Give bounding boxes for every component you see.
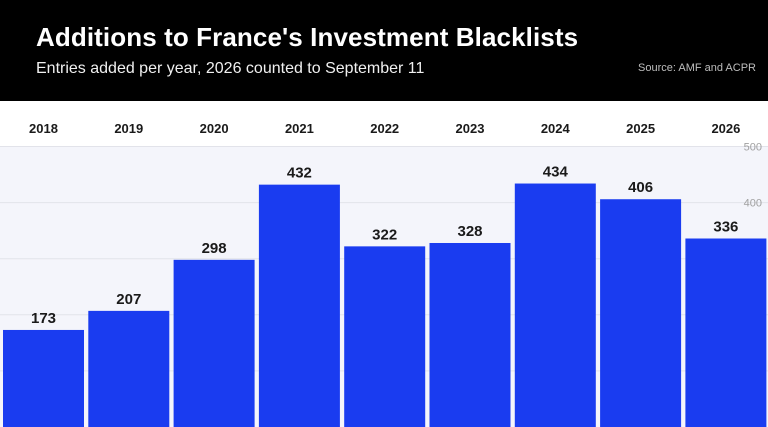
year-axis-band: [0, 101, 768, 146]
chart-subtitle: Entries added per year, 2026 counted to …: [36, 60, 425, 77]
x-tick-label-2023: 2023: [456, 121, 485, 136]
x-tick-label-2024: 2024: [541, 121, 571, 136]
bar-2020: [173, 259, 255, 427]
x-tick-label-2019: 2019: [114, 121, 143, 136]
bar-2026: [685, 238, 767, 427]
chart-title: Additions to France's Investment Blackli…: [36, 22, 579, 52]
bar-2022: [344, 246, 426, 427]
x-tick-label-2026: 2026: [711, 121, 740, 136]
y-tick-label-400: 400: [744, 198, 762, 210]
y-tick-label-500: 500: [744, 142, 762, 154]
value-label-2018: 173: [31, 310, 56, 327]
value-label-2022: 322: [372, 226, 397, 243]
x-tick-label-2025: 2025: [626, 121, 655, 136]
value-label-2019: 207: [116, 291, 141, 308]
bar-2024: [514, 183, 596, 427]
bar-2018: [3, 329, 84, 427]
bar-2023: [429, 242, 511, 427]
x-tick-label-2022: 2022: [370, 121, 399, 136]
value-label-2023: 328: [457, 223, 482, 240]
value-label-2026: 336: [713, 219, 738, 236]
value-label-2024: 434: [543, 164, 569, 181]
bar-2019: [88, 310, 170, 427]
value-label-2021: 432: [287, 165, 312, 182]
x-tick-label-2021: 2021: [285, 121, 314, 136]
value-label-2025: 406: [628, 179, 653, 196]
bar-2021: [258, 184, 340, 427]
chart-source: Source: AMF and ACPR: [638, 62, 756, 74]
x-tick-label-2020: 2020: [200, 121, 229, 136]
value-label-2020: 298: [202, 240, 227, 257]
x-tick-label-2018: 2018: [29, 121, 58, 136]
bar-2025: [600, 199, 682, 427]
chart-header: Additions to France's Investment Blackli…: [0, 0, 768, 101]
